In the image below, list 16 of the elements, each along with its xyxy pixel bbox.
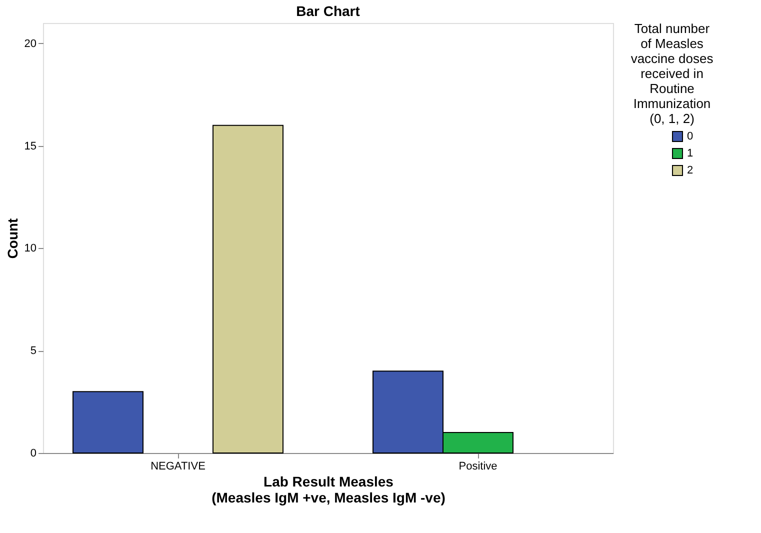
bar	[212, 124, 284, 454]
legend-label: 1	[687, 148, 694, 160]
legend-title: Total number of Measles vaccine doses received in Routine Immunization (0, 1, 2)	[630, 21, 714, 126]
x-axis-title: Lab Result Measles (Measles IgM +ve, Measles IgM -ve)	[212, 474, 446, 506]
y-tick-label: 15	[24, 140, 36, 152]
legend-label: 0	[687, 130, 694, 142]
y-tick-label: 0	[30, 448, 36, 460]
y-tick-label: 10	[24, 242, 36, 255]
y-axis-title: Count	[4, 218, 20, 259]
x-tick-label: Positive	[458, 460, 498, 472]
y-tick-label: 20	[24, 38, 36, 50]
chart-title: Bar Chart	[296, 3, 360, 19]
bar	[72, 391, 144, 454]
y-tick-label: 5	[30, 345, 36, 358]
legend-label: 2	[687, 164, 694, 176]
x-tick-label: NEGATIVE	[150, 460, 206, 472]
